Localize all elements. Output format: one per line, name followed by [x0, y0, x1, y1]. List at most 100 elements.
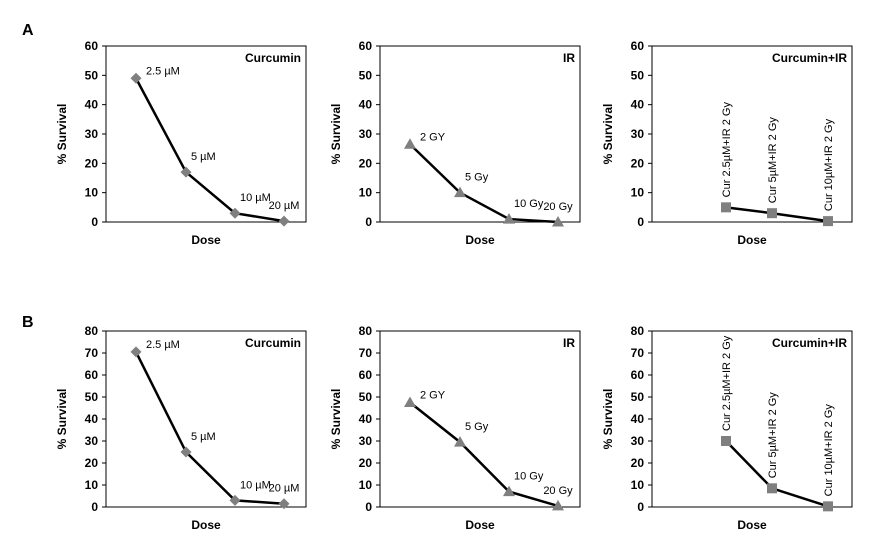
y-tick-label: 70 — [631, 346, 645, 360]
y-tick-label: 30 — [85, 127, 99, 141]
x-axis-label: Dose — [465, 518, 495, 532]
y-tick-label: 40 — [359, 412, 373, 426]
y-tick-label: 10 — [85, 478, 99, 492]
y-tick-label: 0 — [637, 500, 644, 514]
y-axis-label: % Survival — [329, 389, 343, 450]
y-tick-label: 10 — [85, 186, 99, 200]
chart-title: Curcumin+IR — [772, 336, 847, 350]
y-tick-label: 10 — [631, 478, 645, 492]
data-point — [404, 138, 416, 149]
data-label: Cur 5µM+IR 2 Gy — [767, 117, 779, 204]
y-tick-label: 40 — [85, 412, 99, 426]
data-label: Cur 10µM+IR 2 Gy — [823, 118, 835, 211]
data-point — [180, 446, 192, 458]
y-tick-label: 50 — [359, 68, 373, 82]
data-label: Cur 5µM+IR 2 Gy — [767, 392, 779, 479]
y-tick-label: 50 — [631, 390, 645, 404]
y-axis-label: % Survival — [601, 389, 615, 450]
y-tick-label: 80 — [359, 324, 373, 338]
y-tick-label: 30 — [631, 127, 645, 141]
x-axis-label: Dose — [191, 233, 221, 247]
data-label: 2 GY — [420, 131, 446, 143]
x-axis-label: Dose — [737, 518, 767, 532]
y-tick-label: 20 — [631, 456, 645, 470]
chart-title: IR — [563, 336, 575, 350]
y-axis-label: % Survival — [601, 104, 615, 165]
chart-title: IR — [563, 51, 575, 65]
y-tick-label: 10 — [631, 186, 645, 200]
y-tick-label: 50 — [85, 68, 99, 82]
y-tick-label: 30 — [359, 127, 373, 141]
y-tick-label: 0 — [637, 215, 644, 229]
data-label: 10 µM — [240, 192, 271, 204]
y-tick-label: 20 — [631, 156, 645, 170]
data-point — [503, 485, 515, 497]
data-label: 10 Gy — [514, 471, 544, 483]
data-label: 5 Gy — [465, 421, 489, 433]
data-point — [404, 396, 416, 407]
y-tick-label: 40 — [631, 412, 645, 426]
data-label: 10 Gy — [514, 198, 544, 210]
y-tick-label: 80 — [631, 324, 645, 338]
data-point — [229, 207, 241, 219]
data-point — [130, 346, 142, 358]
y-tick-label: 20 — [359, 156, 373, 170]
y-axis-label: % Survival — [55, 104, 69, 165]
y-tick-label: 30 — [359, 434, 373, 448]
data-point — [552, 499, 564, 511]
y-tick-label: 20 — [85, 156, 99, 170]
y-tick-label: 0 — [91, 215, 98, 229]
y-tick-label: 50 — [359, 390, 373, 404]
chart-title: Curcumin+IR — [772, 51, 847, 65]
panel-a-2: 0 10 20 30 40 50 60 % Survival Dose IR 2 GY 5 Gy 10 … — [329, 39, 581, 247]
data-label: 2.5 µM — [146, 339, 180, 351]
y-tick-label: 10 — [359, 186, 373, 200]
data-label: 20 Gy — [543, 485, 573, 497]
chart-title: Curcumin — [245, 336, 301, 350]
y-tick-label: 30 — [631, 434, 645, 448]
plot-frame — [379, 330, 581, 508]
panel-b-1: 0 10 20 30 40 50 60 70 80 % Survival Dose Curcumin 2… — [55, 324, 307, 532]
y-tick-label: 60 — [85, 39, 99, 53]
y-tick-label: 70 — [85, 346, 99, 360]
data-point — [454, 436, 466, 447]
y-axis-label: % Survival — [55, 389, 69, 450]
y-tick-label: 60 — [631, 39, 645, 53]
y-tick-label: 80 — [85, 324, 99, 338]
data-label: 5 µM — [191, 431, 216, 443]
plot-frame — [651, 45, 853, 223]
panel-a-3: 0 10 20 30 40 50 60 % Survival Dose Curcumin+IR Cu… — [601, 39, 853, 247]
data-label: Cur 2.5µM+IR 2 Gy — [721, 102, 733, 198]
data-label: 20 µM — [269, 200, 300, 212]
data-point — [721, 202, 731, 213]
data-point — [454, 186, 466, 198]
data-label: 20 µM — [269, 483, 300, 495]
y-tick-label: 60 — [85, 368, 99, 382]
x-axis-label: Dose — [465, 233, 495, 247]
y-axis-label: % Survival — [329, 104, 343, 165]
data-label: 2 GY — [420, 390, 446, 402]
series-line — [409, 401, 559, 508]
y-tick-label: 20 — [85, 456, 99, 470]
data-point — [278, 215, 290, 227]
y-tick-label: 40 — [631, 98, 645, 112]
panel-b-2: 0 10 20 30 40 50 60 70 80 % Survival Dose IR 2 GY 5 G… — [329, 324, 581, 532]
data-label: 5 Gy — [465, 172, 489, 184]
data-label: 5 µM — [191, 151, 216, 163]
data-point — [278, 498, 290, 510]
series-line — [134, 351, 285, 505]
data-point — [823, 216, 833, 227]
data-point — [552, 216, 564, 227]
y-tick-label: 0 — [365, 500, 372, 514]
y-tick-label: 60 — [359, 368, 373, 382]
y-tick-label: 50 — [85, 390, 99, 404]
series-line — [409, 143, 559, 224]
data-label: 20 Gy — [543, 201, 573, 213]
data-point — [767, 483, 777, 494]
data-point — [721, 436, 731, 446]
x-axis-label: Dose — [737, 233, 767, 247]
data-point — [130, 72, 142, 84]
plot-frame — [651, 330, 853, 508]
